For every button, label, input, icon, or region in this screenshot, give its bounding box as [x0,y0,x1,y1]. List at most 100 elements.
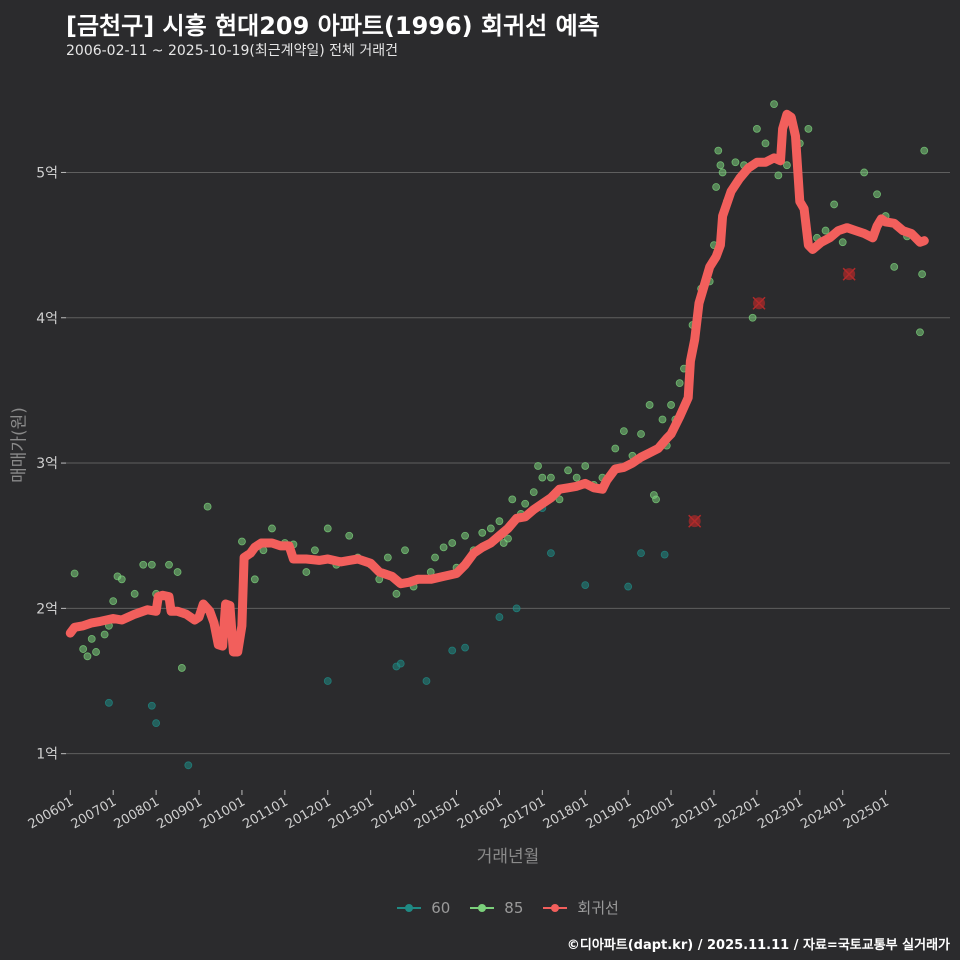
data-point-60 [448,646,457,655]
x-tick-label: 201401 [369,794,419,832]
x-tick-label: 200801 [112,794,162,832]
data-point-85 [268,524,276,533]
data-point-85 [439,543,448,552]
y-tick-label: 5억 [36,165,58,181]
cancelled-point-x [688,514,702,528]
data-point-85 [139,560,148,569]
data-point-85 [87,634,96,643]
data-point-60 [422,677,431,685]
data-point-60 [495,613,504,621]
y-tick-label: 3억 [36,456,58,472]
x-tick-label: 201801 [541,794,591,832]
x-tick-label: 201201 [283,794,333,832]
data-point-85 [890,262,899,271]
data-point-85 [619,427,628,435]
data-point-85 [538,473,547,482]
data-point-85 [675,379,684,388]
x-axis-title: 거래년월 [476,847,540,867]
data-point-85 [130,589,139,598]
y-axis-title: 매매가(원) [2,407,32,483]
data-point-85 [147,560,156,569]
data-point-85 [637,430,645,438]
data-point-85 [310,546,319,555]
data-point-60 [660,550,669,559]
legend-key-regression [543,901,568,915]
data-point-85 [79,645,88,653]
y-tick-label: 2억 [36,601,58,617]
data-point-85 [873,190,881,199]
data-point-60 [461,643,469,652]
data-point-85 [383,553,392,562]
data-point-85 [572,473,581,482]
data-point-85 [918,270,927,279]
data-point-85 [716,161,725,170]
regression-line [65,109,929,657]
data-point-85 [495,517,504,526]
x-tick-label: 202301 [755,794,805,832]
data-point-60 [323,677,332,685]
data-point-85 [860,168,869,177]
x-axis-ticks: 2006012007012008012009012010012011012012… [26,790,892,832]
data-point-85 [611,444,620,453]
grid-lines [66,171,950,755]
data-point-85 [830,200,839,209]
legend-key-85 [470,901,495,915]
data-point-85 [783,161,791,170]
y-tick-label: 1억 [36,747,58,763]
data-point-85 [581,462,590,470]
data-point-85 [547,473,555,482]
y-tick-label: 4억 [36,311,58,327]
data-point-85 [804,124,813,133]
data-point-85 [564,466,572,475]
data-point-85 [534,462,542,470]
x-tick-label: 200601 [26,794,76,832]
data-point-85 [712,183,721,191]
data-point-85 [774,171,783,180]
regression-line-layer [65,109,929,657]
cancelled-points [688,267,856,528]
cancelled-point-x [842,267,856,281]
x-tick-label: 202501 [841,794,891,832]
data-point-85 [173,568,182,576]
data-point-60 [512,604,521,613]
x-tick-label: 201701 [498,794,548,832]
data-point-85 [203,502,212,511]
data-point-85 [761,139,770,148]
data-point-85 [478,528,487,537]
legend: 60 85 회귀선 [0,897,960,918]
data-point-85 [177,664,186,672]
data-point-85 [645,401,654,409]
data-point-85 [345,531,354,540]
data-point-85 [401,546,409,555]
chart-subtitle: 2006-02-11 ~ 2025-10-19(최근계약일) 전체 거래건 [66,43,398,59]
data-point-85 [916,328,924,337]
y-axis-title-text: 매매가(원) [9,407,30,483]
x-tick-label: 202401 [798,794,848,832]
x-tick-label: 202001 [627,794,677,832]
data-point-85 [302,568,311,576]
x-tick-label: 200901 [155,794,205,832]
footer-credit: ©디아파트(dapt.kr) / 2025.11.11 / 자료=국토교통부 실… [566,938,950,953]
x-tick-label: 201601 [455,794,505,832]
x-tick-label: 201901 [584,794,634,832]
data-point-85 [504,534,512,543]
legend-label-60: 60 [431,898,451,917]
data-point-60 [105,698,113,707]
data-point-85 [752,124,761,133]
legend-label-85: 85 [504,898,524,917]
legend-dot-60 [405,903,414,912]
data-point-85 [920,146,929,155]
legend-label-regression: 회귀선 [577,899,619,917]
data-point-60 [152,719,161,728]
x-tick-label: 202101 [669,794,719,832]
data-point-85 [70,569,79,578]
data-point-85 [555,495,564,504]
x-tick-label: 201501 [412,794,462,832]
data-point-85 [92,648,100,656]
y-axis-ticks: 1억 2억 3억 4억 5억 [36,165,66,763]
data-point-60 [581,581,590,590]
data-point-85 [486,524,495,533]
x-tick-label: 202201 [712,794,762,832]
data-point-85 [83,652,92,661]
